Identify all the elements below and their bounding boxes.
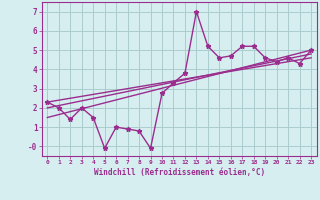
X-axis label: Windchill (Refroidissement éolien,°C): Windchill (Refroidissement éolien,°C)	[94, 168, 265, 177]
